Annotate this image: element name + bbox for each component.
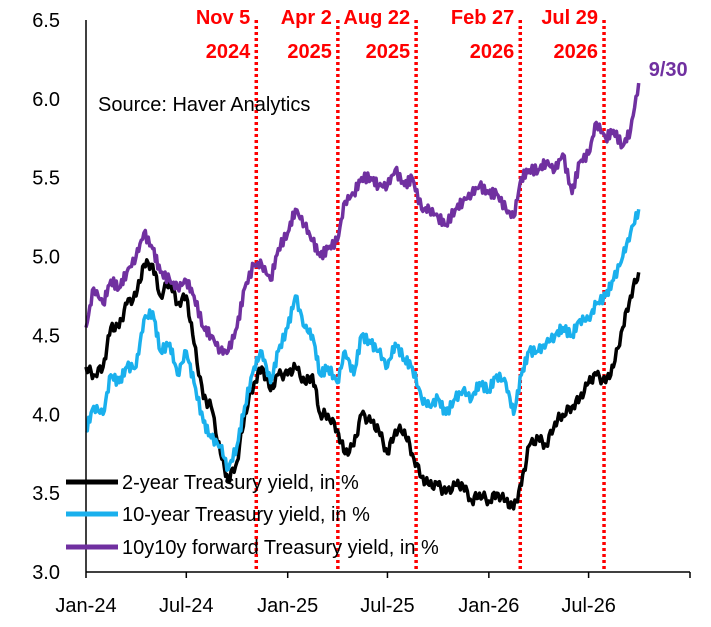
event-label-line1: Nov 5 <box>196 7 250 29</box>
y-tick-label: 3.0 <box>32 562 60 584</box>
y-tick-label: 5.5 <box>32 168 60 190</box>
legend-label: 10y10y forward Treasury yield, in % <box>122 537 439 559</box>
y-tick-label: 6.0 <box>32 89 60 111</box>
x-tick-label: Jan-25 <box>257 595 318 617</box>
event-label-line1: Jul 29 <box>541 7 598 29</box>
x-tick-label: Jan-24 <box>55 595 116 617</box>
event-label-line2: 2024 <box>206 41 251 63</box>
event-label-line2: 2026 <box>470 41 515 63</box>
x-tick-label: Jul-26 <box>561 595 615 617</box>
end-date-label: 9/30 <box>649 59 688 81</box>
event-label-line2: 2025 <box>366 41 411 63</box>
y-tick-label: 5.0 <box>32 247 60 269</box>
event-label-line1: Apr 2 <box>281 7 332 29</box>
legend: 2-year Treasury yield, in % 10-year Treas… <box>66 472 439 559</box>
source-annotation: Source: Haver Analytics <box>98 94 310 116</box>
y-tick-label: 4.5 <box>32 325 60 347</box>
x-tick-labels: Jan-24 Jul-24 Jan-25 Jul-25 Jan-26 Jul-26 <box>55 572 691 617</box>
x-tick-label: Jan-26 <box>458 595 519 617</box>
series-line-2 <box>85 209 641 472</box>
event-label-line2: 2025 <box>287 41 332 63</box>
legend-label: 10-year Treasury yield, in % <box>122 504 370 526</box>
event-label-line1: Feb 27 <box>451 7 514 29</box>
series-line-3 <box>84 82 641 356</box>
legend-label: 2-year Treasury yield, in % <box>122 472 359 494</box>
event-label-line2: 2026 <box>554 41 599 63</box>
x-tick-label: Jul-25 <box>360 595 414 617</box>
y-tick-label: 6.5 <box>32 10 60 32</box>
y-tick-labels: 3.0 3.5 4.0 4.5 5.0 5.5 6.0 6.5 <box>32 10 60 584</box>
event-label-line1: Aug 22 <box>343 7 410 29</box>
series-line-1 <box>84 258 641 511</box>
y-tick-label: 4.0 <box>32 404 60 426</box>
series-lines <box>84 82 641 511</box>
x-tick-label: Jul-24 <box>159 595 213 617</box>
y-tick-label: 3.5 <box>32 483 60 505</box>
